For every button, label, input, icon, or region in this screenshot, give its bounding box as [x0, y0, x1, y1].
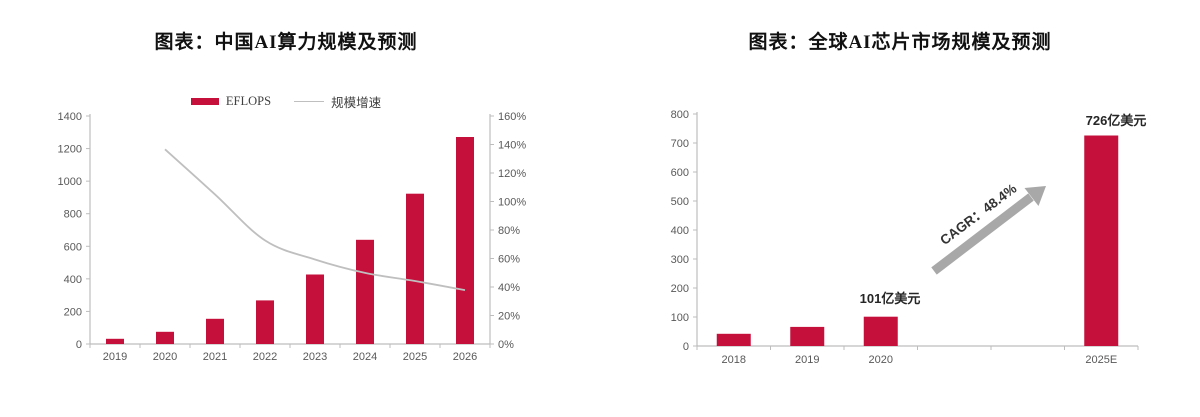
bar-2020 [863, 316, 898, 346]
bar-2025 [406, 193, 424, 344]
left-y-tick-label: 1000 [58, 176, 82, 188]
right-y-tick-label: 160% [498, 111, 526, 123]
right-y-tick-label: 40% [498, 282, 520, 294]
bar-2025E [1084, 135, 1119, 346]
left-chart-legend: EFLOPS 规模增速 [0, 92, 572, 111]
cagr-arrow-shaft [931, 193, 1034, 275]
bar-2020 [156, 331, 174, 344]
x-axis-label: 2023 [303, 351, 327, 363]
right-y-tick-label: 140% [498, 140, 526, 152]
bar-2023 [306, 274, 324, 344]
left-y-tick-label: 800 [64, 209, 82, 221]
china-ai-compute-panel: 图表：中国AI算力规模及预测 EFLOPS 规模增速 0 200 400 600 800… [0, 32, 572, 363]
value-label-2025e: 726亿美元 [1086, 113, 1147, 128]
growth-rate-line [164, 148, 466, 291]
x-axis-label: 2024 [353, 351, 377, 363]
left-y-tick-label: 600 [64, 241, 82, 253]
right-y-tick-label: 60% [498, 254, 520, 266]
x-axis-label: 2020 [869, 354, 893, 366]
y-tick-label: 600 [671, 167, 689, 179]
legend-line-label: 规模增速 [331, 96, 382, 110]
left-y-tick-label: 1400 [58, 111, 82, 123]
left-y-tick-label: 400 [64, 274, 82, 286]
bar-2019 [106, 338, 124, 344]
y-tick-label: 300 [671, 254, 689, 266]
x-axis-label: 2020 [153, 351, 177, 363]
y-tick-label: 500 [671, 196, 689, 208]
right-y-tick-label: 20% [498, 311, 520, 323]
legend-line-swatch [294, 101, 325, 102]
china-ai-compute-chart: 0 200 400 600 800 1000 1200 1400 0% 20% 40% 60% 80% 1… [58, 111, 527, 363]
bar-2024 [356, 239, 374, 344]
global-ai-chip-panel: 图表：全球AI芯片市场规模及预测 CAGR：48.4% 101亿美元 726亿美… [600, 0, 1200, 417]
y-tick-label: 700 [671, 138, 689, 150]
y-tick-label: 200 [671, 283, 689, 295]
right-y-tick-label: 100% [498, 197, 526, 209]
bar-2022 [256, 300, 274, 344]
x-axis-label: 2026 [453, 351, 477, 363]
bar-2021 [206, 318, 224, 344]
x-axis-label: 2022 [253, 351, 277, 363]
y-tick-label: 100 [671, 312, 689, 324]
x-axis-label: 2025E [1085, 354, 1117, 366]
y-tick-label: 400 [671, 225, 689, 237]
y-tick-label: 800 [671, 109, 689, 121]
x-axis-label: 2019 [795, 354, 819, 366]
x-axis-label: 2018 [722, 354, 746, 366]
cagr-arrow-head [1024, 186, 1046, 206]
left-chart-title: 图表：中国AI算力规模及预测 [154, 32, 418, 53]
right-chart-title: 图表：全球AI芯片市场规模及预测 [748, 32, 1052, 53]
right-y-tick-label: 80% [498, 225, 520, 237]
right-y-tick-label: 0% [498, 339, 514, 351]
legend-bar-swatch [190, 98, 219, 105]
left-y-tick-label: 0 [76, 339, 82, 351]
bar-2026 [456, 137, 474, 344]
global-ai-chip-chart: CAGR：48.4% 101亿美元 726亿美元 010020030040050… [671, 109, 1147, 366]
bar-2018 [716, 333, 751, 346]
x-axis-label: 2019 [103, 351, 127, 363]
value-label-2020: 101亿美元 [860, 291, 921, 306]
y-tick-label: 0 [683, 341, 689, 353]
legend-bar-label: EFLOPS [225, 94, 272, 108]
x-axis-label: 2025 [403, 351, 427, 363]
right-y-tick-label: 120% [498, 168, 526, 180]
bar-2019 [790, 326, 825, 346]
left-y-tick-label: 200 [64, 306, 82, 318]
x-axis-label: 2021 [203, 351, 227, 363]
left-y-tick-label: 1200 [58, 144, 82, 156]
